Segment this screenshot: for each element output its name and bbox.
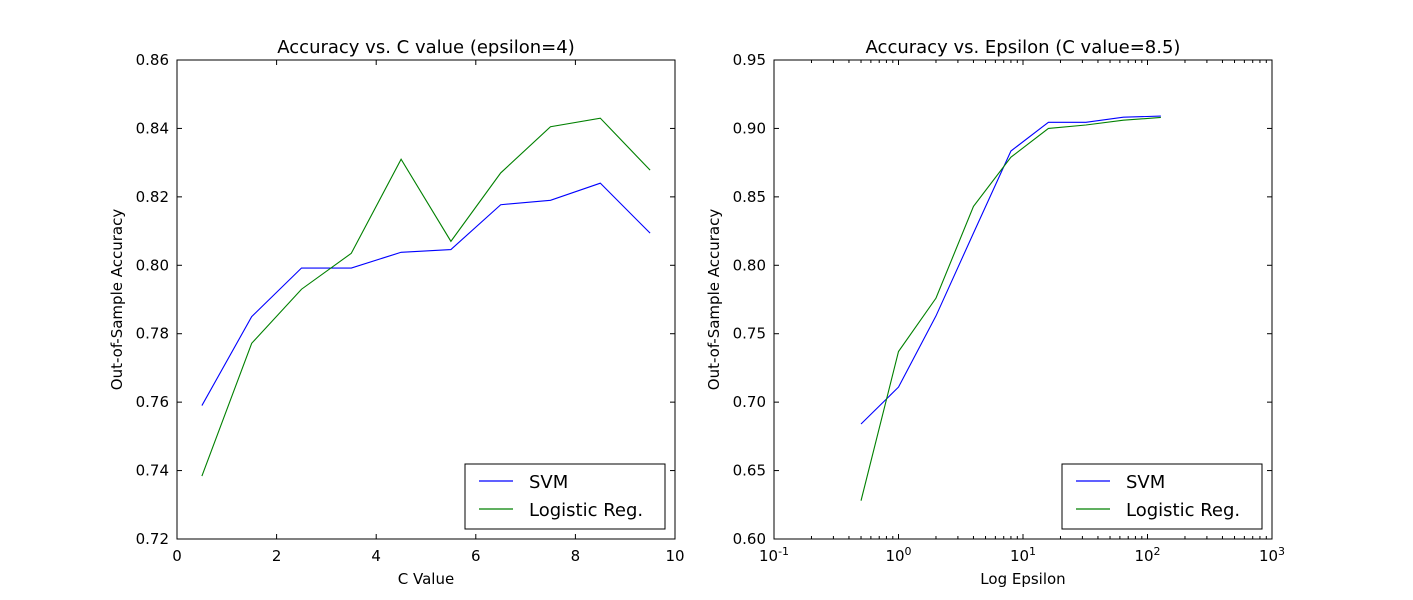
y-tick-label: 0.80: [136, 256, 169, 274]
x-tick-exponent: 3: [1278, 545, 1285, 558]
x-axis-label: C Value: [398, 570, 454, 588]
y-tick-label: 0.95: [733, 51, 766, 69]
legend-label: SVM: [529, 472, 568, 493]
y-tick-label: 0.82: [136, 188, 169, 206]
x-tick-label: 101: [1010, 545, 1036, 565]
y-tick-label: 0.86: [136, 51, 169, 69]
series-line-logistic-reg: [860, 116, 1161, 501]
x-tick-exponent: 0: [905, 545, 912, 558]
x-tick-label: 103: [1259, 545, 1285, 565]
y-tick-label: 0.78: [136, 325, 169, 343]
x-tick-base: 10: [1134, 547, 1153, 565]
legend-box: [464, 463, 666, 530]
y-tick-label: 0.90: [733, 119, 766, 137]
y-tick-label: 0.65: [733, 462, 766, 480]
x-tick-label: 10: [665, 547, 684, 565]
x-tick-label: 102: [1134, 545, 1160, 565]
x-tick-label: 10-1: [759, 545, 789, 565]
x-tick-label: 0: [172, 547, 182, 565]
y-tick-label: 0.72: [136, 530, 169, 548]
chart-title: Accuracy vs. C value (epsilon=4): [277, 37, 574, 58]
left-chart-panel: 0.72 0.74 0.76 0.78 0.80 0.82 0.84 0.86 0 2 4 6 8 10 A…: [108, 37, 685, 588]
y-tick-label: 0.70: [733, 393, 766, 411]
x-tick-base: 10: [885, 547, 904, 565]
x-tick-exponent: -1: [778, 545, 789, 558]
x-axis-label: Log Epsilon: [980, 570, 1065, 588]
x-tick-base: 10: [1010, 547, 1029, 565]
x-tick-exponent: 1: [1029, 545, 1036, 558]
series-line-svm: [860, 115, 1161, 425]
y-tick-label: 0.76: [136, 393, 169, 411]
x-tick-label: 6: [471, 547, 481, 565]
y-tick-label: 0.84: [136, 119, 169, 137]
x-tick-label: 100: [885, 545, 911, 565]
y-tick-label: 0.60: [733, 530, 766, 548]
y-axis-label: Out-of-Sample Accuracy: [108, 209, 126, 391]
y-tick-label: 0.75: [733, 325, 766, 343]
series-line-logistic-reg: [201, 117, 651, 477]
x-tick-exponent: 2: [1154, 545, 1161, 558]
series-line-svm: [201, 182, 651, 406]
x-tick-label: 4: [371, 547, 381, 565]
legend-box: [1061, 463, 1263, 530]
legend-label: Logistic Reg.: [1126, 500, 1240, 521]
plot-frame: [176, 59, 676, 540]
chart-title: Accuracy vs. Epsilon (C value=8.5): [866, 37, 1181, 58]
y-tick-label: 0.85: [733, 188, 766, 206]
legend: SVM Logistic Reg.: [1061, 463, 1263, 530]
legend-label: SVM: [1126, 472, 1165, 493]
legend-label: Logistic Reg.: [529, 500, 643, 521]
x-tick-base: 10: [759, 547, 778, 565]
x-tick-label: 2: [272, 547, 282, 565]
x-tick-base: 10: [1259, 547, 1278, 565]
y-axis-label: Out-of-Sample Accuracy: [705, 209, 723, 391]
y-tick-label: 0.80: [733, 256, 766, 274]
x-tick-label: 8: [571, 547, 581, 565]
legend: SVM Logistic Reg.: [464, 463, 666, 530]
y-tick-label: 0.74: [136, 462, 169, 480]
